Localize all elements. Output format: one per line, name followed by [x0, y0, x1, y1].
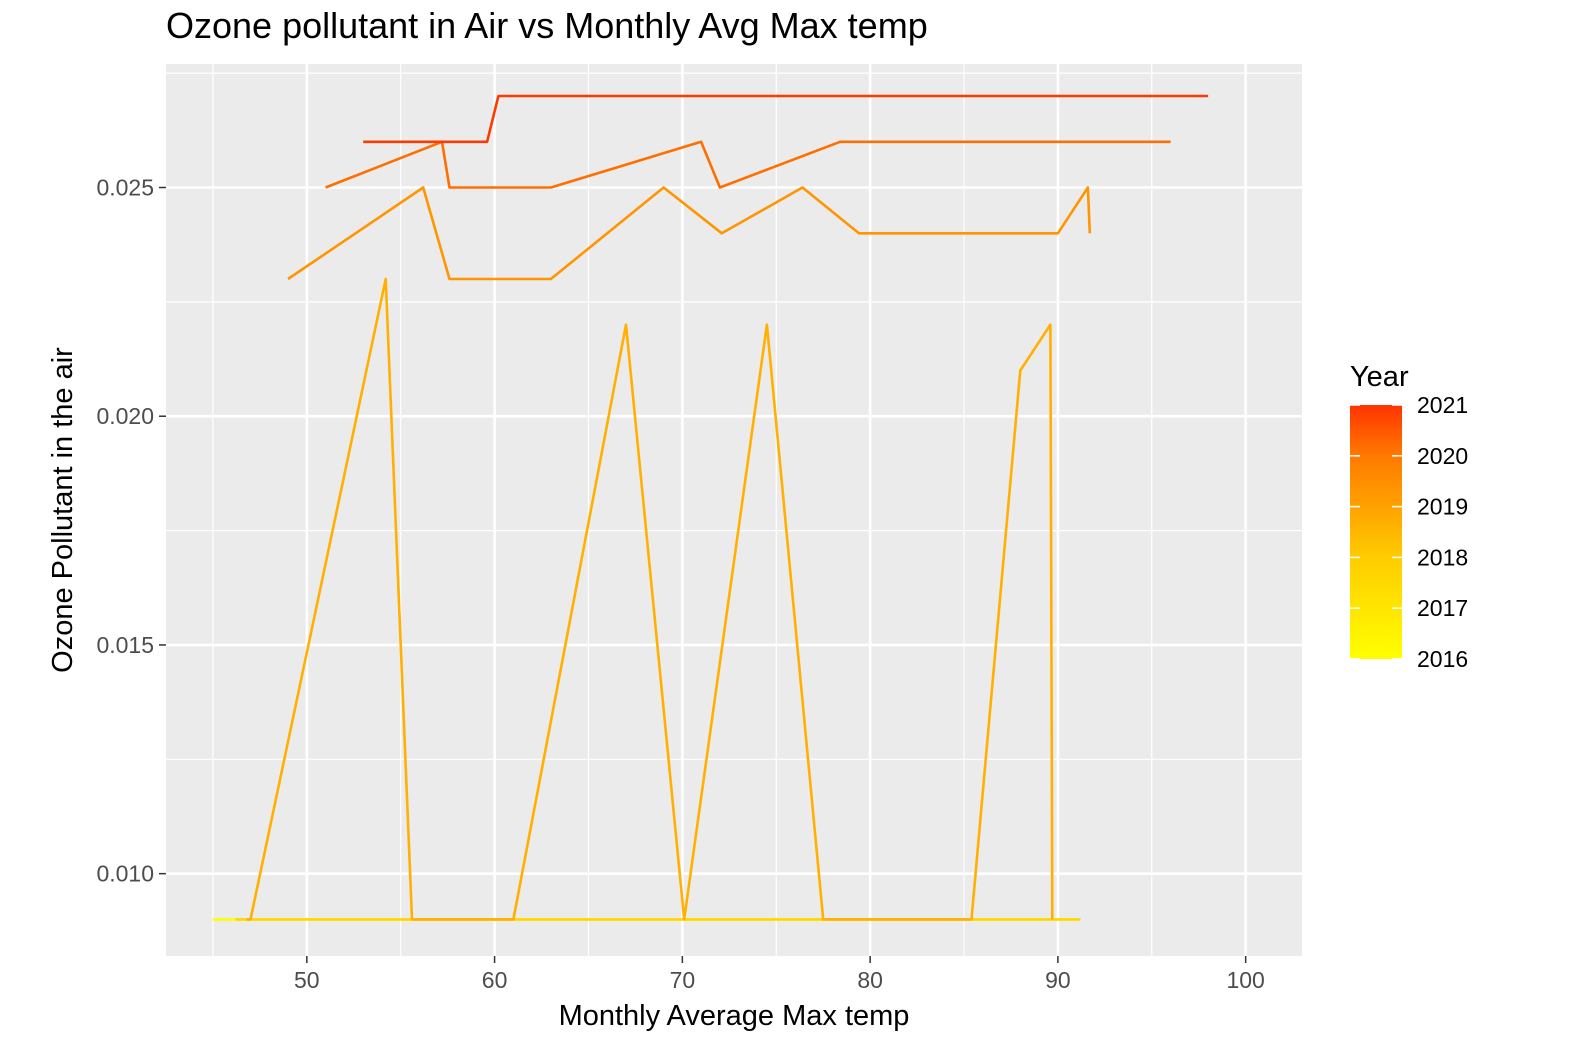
legend-label-2018: 2018: [1417, 544, 1468, 570]
series-line-2018: [246, 277, 1054, 921]
plot-panel: [166, 64, 1302, 956]
series-line-2020: [325, 140, 1171, 189]
y-tick-label: 0.015: [96, 632, 154, 658]
series-line-2019: [287, 186, 1092, 281]
legend-label-2020: 2020: [1417, 443, 1468, 469]
legend-label-2016: 2016: [1417, 646, 1468, 672]
legend-colorbar: [1350, 405, 1402, 659]
series-lines: [212, 94, 1209, 921]
major-gridlines: [166, 64, 1302, 956]
y-axis-title: Ozone Pollutant in the air: [47, 347, 79, 673]
legend-label-2021: 2021: [1417, 392, 1468, 418]
minor-gridlines: [166, 64, 1302, 956]
y-tick-label: 0.010: [96, 861, 154, 887]
legend-label-2019: 2019: [1417, 494, 1468, 520]
legend-label-2017: 2017: [1417, 595, 1468, 621]
chart-title: Ozone pollutant in Air vs Monthly Avg Ma…: [166, 5, 928, 46]
x-tick-label: 100: [1226, 967, 1264, 993]
legend-ticks: 2021 2020 2019 2018 2017 2016: [1350, 392, 1468, 672]
x-tick-label: 90: [1045, 967, 1071, 993]
x-tick-label: 60: [482, 967, 508, 993]
x-axis-ticks: 50 60 70 80 90 100: [294, 956, 1265, 993]
x-tick-label: 70: [670, 967, 696, 993]
x-axis-title: Monthly Average Max temp: [559, 1000, 910, 1032]
series-line-2021: [363, 94, 1209, 144]
y-tick-label: 0.025: [96, 175, 154, 201]
y-tick-label: 0.020: [96, 403, 154, 429]
x-tick-label: 50: [294, 967, 320, 993]
y-axis-ticks: 0.010 0.015 0.020 0.025: [96, 175, 166, 887]
legend: Year 2021 2020 2019 2018 2017 2016: [1350, 361, 1468, 672]
legend-title: Year: [1350, 361, 1409, 393]
x-tick-label: 80: [857, 967, 883, 993]
